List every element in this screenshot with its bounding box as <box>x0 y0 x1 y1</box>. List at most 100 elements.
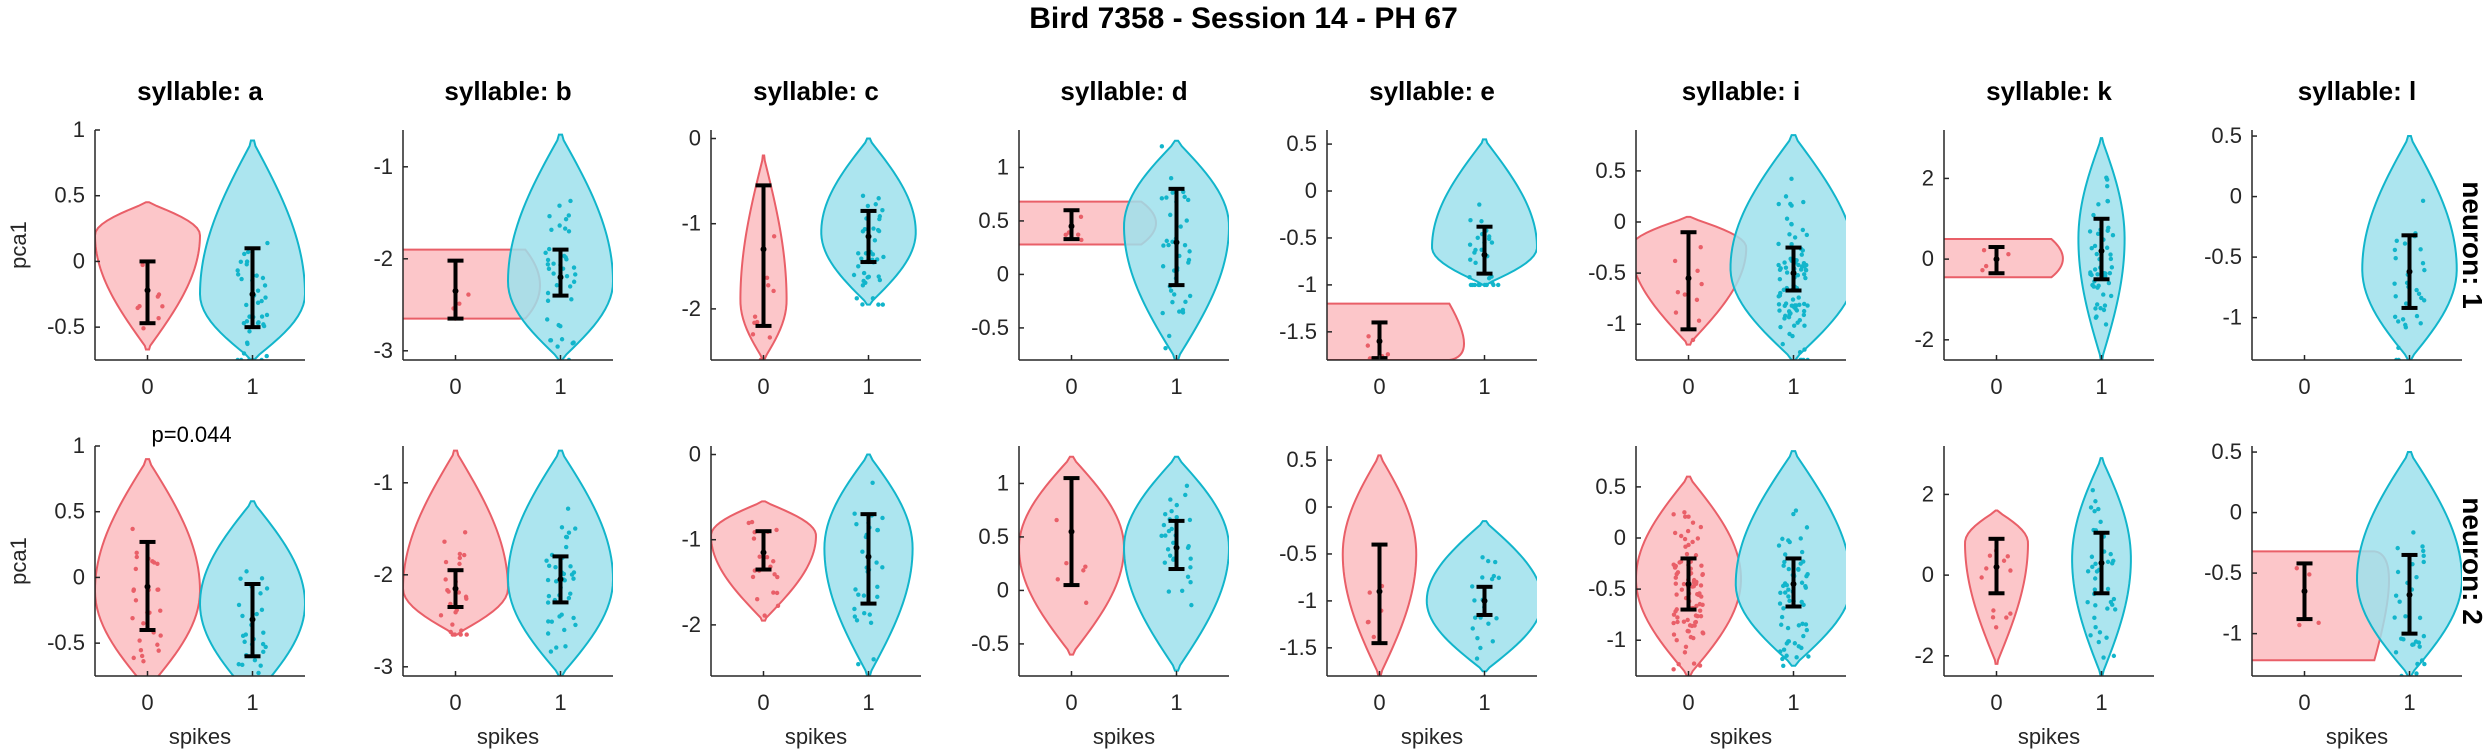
data-point <box>2392 247 2398 253</box>
data-point <box>546 563 552 569</box>
y-tick-label: 0 <box>73 564 85 589</box>
mean-marker <box>557 576 564 583</box>
data-point <box>1685 528 1691 534</box>
data-point <box>1796 623 1802 628</box>
data-point <box>1778 649 1783 654</box>
y-tick-label: 0.5 <box>54 183 85 208</box>
data-point <box>1473 615 1478 620</box>
data-point <box>1473 260 1478 266</box>
data-point <box>2297 622 2302 628</box>
x-tick-label: 1 <box>1787 690 1799 715</box>
data-point <box>2095 231 2101 237</box>
data-point <box>133 598 139 603</box>
data-point <box>2422 267 2427 273</box>
subplot-title: syllable: e <box>1369 76 1495 106</box>
data-point <box>131 587 136 592</box>
data-point <box>545 257 551 263</box>
x-axis-label: spikes <box>2326 724 2388 749</box>
y-tick-label: 0 <box>689 126 701 151</box>
mean-marker <box>1173 544 1180 551</box>
data-point <box>1797 302 1802 308</box>
x-tick-label: 0 <box>1682 690 1694 715</box>
data-point <box>870 480 875 486</box>
data-point <box>562 226 568 231</box>
data-point <box>259 314 265 319</box>
data-point <box>1671 512 1676 517</box>
data-point <box>546 593 552 599</box>
data-point <box>1490 280 1495 285</box>
row-label: neuron: 1 <box>2457 181 2487 309</box>
data-point <box>246 682 250 686</box>
data-point <box>1781 287 1786 293</box>
data-point <box>1064 561 1069 566</box>
x-tick-label: 0 <box>141 374 153 399</box>
data-point <box>1675 615 1680 620</box>
data-point <box>2307 572 2312 577</box>
x-tick-label: 1 <box>2403 690 2415 715</box>
y-tick-label: 0 <box>1305 178 1317 203</box>
data-point <box>861 593 867 598</box>
data-point <box>1367 590 1372 595</box>
data-point <box>1676 661 1681 667</box>
data-point <box>876 302 881 307</box>
data-point <box>1785 625 1791 631</box>
data-point <box>2396 345 2401 351</box>
data-point <box>1480 555 1485 560</box>
data-point <box>2085 569 2091 574</box>
data-point <box>1189 602 1194 608</box>
data-point <box>1781 606 1786 611</box>
subplot-1-7: -2 0 2 0 1 syllable: k <box>1914 76 2154 399</box>
data-point <box>1778 324 1783 330</box>
data-point <box>1673 310 1679 315</box>
data-point <box>772 572 777 577</box>
data-point <box>1784 216 1790 221</box>
data-point <box>1475 235 1480 241</box>
data-point <box>1674 637 1679 643</box>
subplot-1-8: -1 -0.5 0 0.5 0 1 syllable: l <box>2204 76 2462 399</box>
data-point <box>2418 321 2423 326</box>
data-point <box>462 552 467 558</box>
data-point <box>2393 256 2398 261</box>
data-point <box>1486 621 1491 626</box>
y-tick-label: -1 <box>681 211 701 236</box>
data-point <box>244 569 249 574</box>
data-point <box>1078 214 1084 219</box>
subplot-marks <box>1019 455 1229 672</box>
mean-marker <box>1376 338 1383 345</box>
data-point <box>1781 647 1787 652</box>
data-point <box>1674 592 1679 597</box>
data-point <box>1805 303 1810 308</box>
data-point <box>1163 345 1168 351</box>
data-point <box>571 576 576 581</box>
data-point <box>1700 630 1705 635</box>
subplot-marks <box>95 458 305 686</box>
data-point <box>2095 285 2100 290</box>
data-point <box>1675 289 1681 295</box>
subplot-1-5: -1.5 -1 -0.5 0 0.5 0 1 syllable: e <box>1279 76 1537 399</box>
data-point <box>2393 593 2399 598</box>
data-point <box>1795 273 1801 278</box>
data-point <box>1365 343 1371 348</box>
data-point <box>254 273 259 278</box>
data-point <box>1801 272 1807 277</box>
y-tick-label: 0 <box>1922 562 1934 587</box>
data-point <box>573 272 578 277</box>
data-point <box>860 549 865 554</box>
data-point <box>1783 194 1789 199</box>
y-tick-label: 0 <box>1305 494 1317 519</box>
data-point <box>565 506 571 511</box>
data-point <box>854 296 859 301</box>
data-point <box>1055 577 1060 582</box>
data-point <box>459 628 464 633</box>
data-point <box>875 594 880 600</box>
data-point <box>876 274 881 279</box>
data-point <box>562 578 567 583</box>
x-tick-label: 0 <box>2298 374 2310 399</box>
data-point <box>2090 564 2095 570</box>
data-point <box>1789 241 1794 247</box>
data-point <box>1679 587 1685 592</box>
data-point <box>1177 309 1182 314</box>
data-point <box>1187 293 1193 299</box>
data-point <box>1698 244 1703 250</box>
data-point <box>1496 282 1501 288</box>
